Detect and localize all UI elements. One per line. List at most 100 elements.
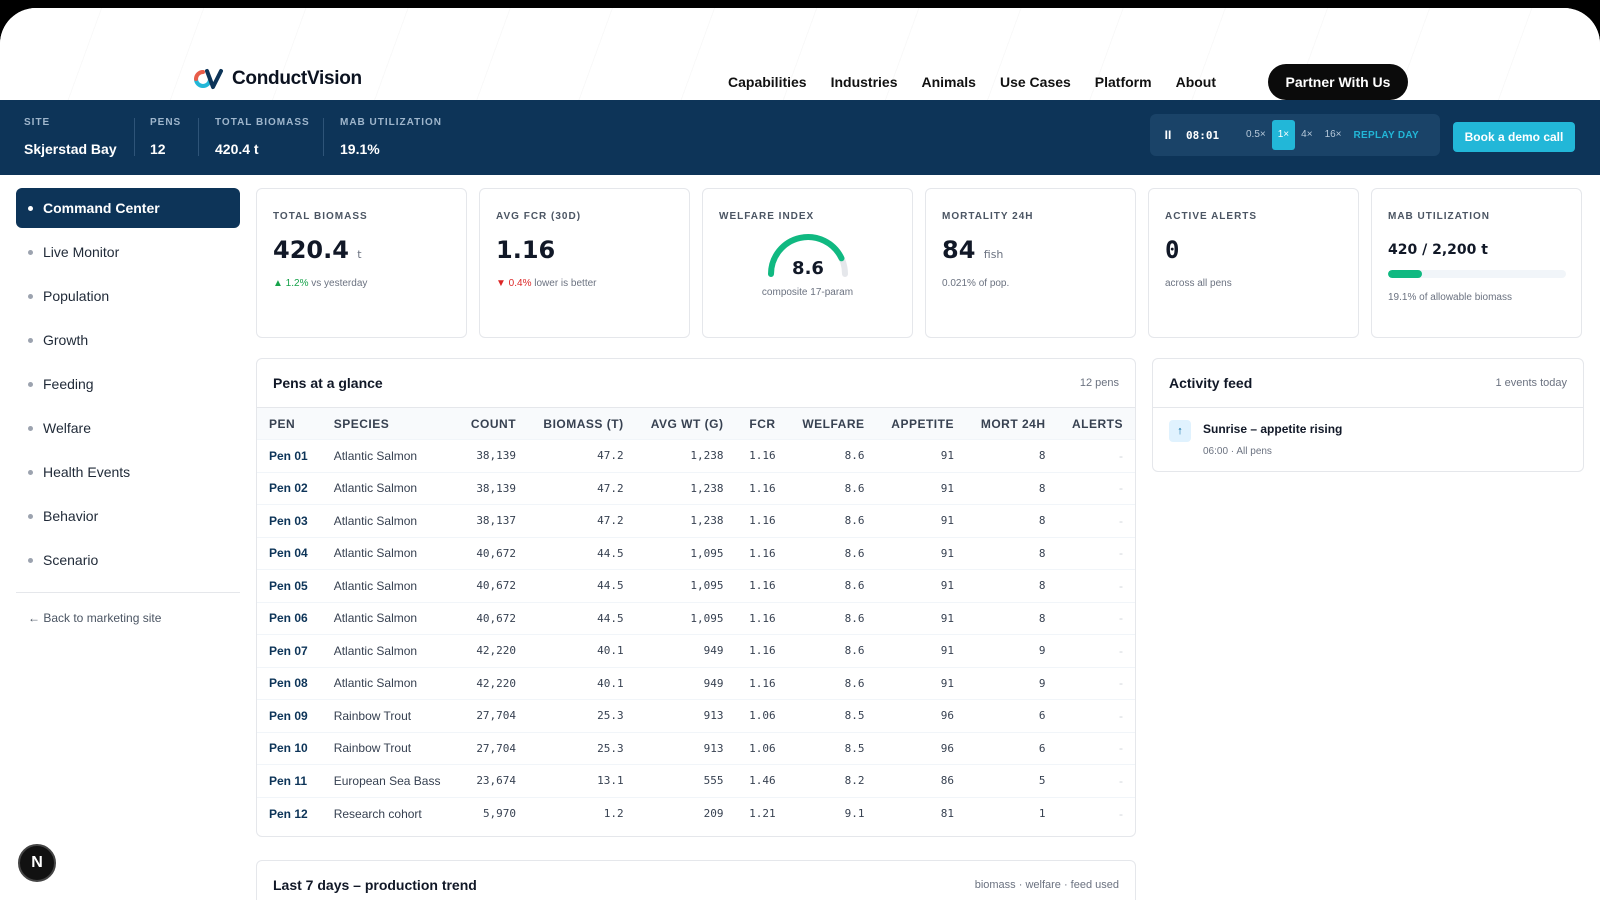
table-cell: 91 xyxy=(876,471,966,505)
pen-link[interactable]: Pen 10 xyxy=(257,731,322,765)
pen-link[interactable]: Pen 04 xyxy=(257,536,322,570)
table-cell: 1.46 xyxy=(735,764,788,797)
activity-item-body: Sunrise – appetite rising 06:00 · All pe… xyxy=(1203,420,1342,457)
table-row[interactable]: Pen 02 Atlantic Salmon 38,139 47.2 1,238 1.16… xyxy=(257,471,1135,505)
pause-icon[interactable]: II xyxy=(1164,128,1172,142)
table-cell: 1 xyxy=(965,796,1058,830)
sidebar-item-population[interactable]: Population xyxy=(16,276,240,316)
replay-day-button[interactable]: REPLAY DAY xyxy=(1353,129,1419,141)
sidebar-item-scenario[interactable]: Scenario xyxy=(16,540,240,580)
stat-site: SITE Skjerstad Bay xyxy=(24,117,117,157)
column-header[interactable]: APPETITE xyxy=(891,416,954,431)
table-cell: Atlantic Salmon xyxy=(321,536,457,570)
pen-link[interactable]: Pen 08 xyxy=(257,666,322,700)
sidebar-item-label: Health Events xyxy=(43,464,131,480)
kpi-note: 19.1% of allowable biomass xyxy=(1388,292,1512,303)
kpi-label: AVG FCR (30D) xyxy=(496,211,582,222)
table-cell: 1.16 xyxy=(735,471,788,505)
nav-link-capabilities[interactable]: Capabilities xyxy=(728,74,807,90)
column-header[interactable]: PEN xyxy=(269,416,296,431)
table-cell: 86 xyxy=(876,764,966,797)
table-cell: 8.2 xyxy=(787,764,877,797)
back-to-marketing-link[interactable]: ← Back to marketing site xyxy=(28,611,162,625)
pen-link[interactable]: Pen 12 xyxy=(257,796,322,830)
table-cell: 9.1 xyxy=(787,796,877,830)
table-row[interactable]: Pen 07 Atlantic Salmon 42,220 40.1 949 1.16 8.… xyxy=(257,634,1135,667)
kpi-note-text: vs yesterday xyxy=(308,278,368,289)
next-dev-badge[interactable]: N xyxy=(18,844,56,882)
table-cell: 91 xyxy=(876,536,966,570)
table-cell: 1.06 xyxy=(735,699,788,732)
column-header[interactable]: COUNT xyxy=(470,416,517,431)
column-header[interactable]: WELFARE xyxy=(802,416,865,431)
table-row[interactable]: Pen 05 Atlantic Salmon 40,672 44.5 1,095 1.16… xyxy=(257,569,1135,602)
table-cell: 1,095 xyxy=(635,569,736,602)
table-cell: Rainbow Trout xyxy=(321,699,457,732)
speed-0-5x-button[interactable]: 0.5× xyxy=(1246,129,1266,140)
table-cell: 8 xyxy=(965,471,1058,505)
column-header[interactable]: SPECIES xyxy=(333,416,390,431)
kpi-label: ACTIVE ALERTS xyxy=(1165,211,1258,222)
partner-with-us-button[interactable]: Partner With Us xyxy=(1268,64,1408,100)
column-header[interactable]: FCR xyxy=(749,416,776,431)
table-row[interactable]: Pen 04 Atlantic Salmon 40,672 44.5 1,095 1.16… xyxy=(257,536,1135,570)
activity-item[interactable]: ↑ Sunrise – appetite rising 06:00 · All … xyxy=(1153,407,1583,469)
sidebar-item-feeding[interactable]: Feeding xyxy=(16,364,240,404)
column-header[interactable]: MORT 24H xyxy=(980,416,1046,431)
mab-progress-bar xyxy=(1388,270,1566,278)
panel-meta: biomass · welfare · feed used xyxy=(974,879,1119,891)
pen-link[interactable]: Pen 11 xyxy=(257,764,322,797)
pen-link[interactable]: Pen 09 xyxy=(257,699,322,732)
nav-link-industries[interactable]: Industries xyxy=(830,74,898,90)
table-cell: - xyxy=(1057,731,1135,765)
brand-logo[interactable]: ConductVision xyxy=(192,68,362,90)
table-row[interactable]: Pen 01 Atlantic Salmon 38,139 47.2 1,238 1.16… xyxy=(257,439,1135,472)
nav-link-about[interactable]: About xyxy=(1175,74,1217,90)
table-row[interactable]: Pen 03 Atlantic Salmon 38,137 47.2 1,238 1.16… xyxy=(257,504,1135,537)
table-row[interactable]: Pen 09 Rainbow Trout 27,704 25.3 913 1.06 8.5 9… xyxy=(257,699,1135,732)
table-row[interactable]: Pen 12 Research cohort 5,970 1.2 209 1.21 9.1 8… xyxy=(257,796,1135,830)
replay-player: II 08:01 0.5× 1× 4× 16× REPLAY DAY xyxy=(1150,114,1440,156)
mab-progress-fill xyxy=(1388,270,1422,278)
sidebar-item-label: Live Monitor xyxy=(43,244,120,260)
speed-1x-button[interactable]: 1× xyxy=(1271,120,1296,150)
pen-link[interactable]: Pen 02 xyxy=(257,471,322,505)
sidebar-item-welfare[interactable]: Welfare xyxy=(16,408,240,448)
speed-4x-button[interactable]: 4× xyxy=(1301,129,1313,140)
table-cell: 96 xyxy=(876,731,966,765)
sidebar-item-behavior[interactable]: Behavior xyxy=(16,496,240,536)
table-row[interactable]: Pen 06 Atlantic Salmon 40,672 44.5 1,095 1.16… xyxy=(257,601,1135,635)
kpi-value: 420 / 2,200 t xyxy=(1388,242,1488,258)
pen-link[interactable]: Pen 06 xyxy=(257,601,322,635)
book-demo-button[interactable]: Book a demo call xyxy=(1453,122,1575,152)
table-cell: 8.5 xyxy=(787,731,877,765)
nav-link-platform[interactable]: Platform xyxy=(1094,74,1152,90)
table-cell: 1.21 xyxy=(735,796,788,830)
table-row[interactable]: Pen 11 European Sea Bass 23,674 13.1 555 1.46… xyxy=(257,764,1135,797)
table-cell: 91 xyxy=(876,601,966,635)
kpi-unit: t xyxy=(357,248,362,261)
nav-link-use-cases[interactable]: Use Cases xyxy=(999,74,1071,90)
column-header[interactable]: ALERTS xyxy=(1072,416,1123,431)
sidebar-item-growth[interactable]: Growth xyxy=(16,320,240,360)
sidebar-item-command-center[interactable]: Command Center xyxy=(16,188,240,228)
sidebar-item-live-monitor[interactable]: Live Monitor xyxy=(16,232,240,272)
column-header[interactable]: BIOMASS (T) xyxy=(543,416,624,431)
pen-link[interactable]: Pen 01 xyxy=(257,439,322,472)
table-cell: 23,674 xyxy=(456,764,529,797)
speed-16x-button[interactable]: 16× xyxy=(1324,129,1342,140)
nav-link-animals[interactable]: Animals xyxy=(921,74,976,90)
kpi-value: 0 xyxy=(1165,236,1180,264)
pen-link[interactable]: Pen 05 xyxy=(257,569,322,602)
sidebar-item-health-events[interactable]: Health Events xyxy=(16,452,240,492)
pen-link[interactable]: Pen 07 xyxy=(257,634,322,667)
table-row[interactable]: Pen 10 Rainbow Trout 27,704 25.3 913 1.06 8.5 9… xyxy=(257,731,1135,765)
table-cell: 1.16 xyxy=(735,601,788,635)
pen-link[interactable]: Pen 03 xyxy=(257,504,322,537)
table-cell: Atlantic Salmon xyxy=(321,634,457,667)
kpi-value: 420.4 t xyxy=(273,236,450,264)
column-header[interactable]: AVG WT (G) xyxy=(650,416,724,431)
table-cell: 8.6 xyxy=(787,569,877,602)
activity-item-subtitle: 06:00 · All pens xyxy=(1203,446,1272,457)
table-row[interactable]: Pen 08 Atlantic Salmon 42,220 40.1 949 1.16 8.… xyxy=(257,666,1135,700)
